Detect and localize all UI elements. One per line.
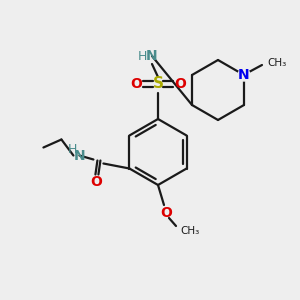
Text: H: H [68, 143, 77, 156]
Text: CH₃: CH₃ [267, 58, 286, 68]
Text: H: H [137, 50, 147, 62]
Text: O: O [91, 176, 102, 190]
Text: S: S [152, 76, 164, 92]
Circle shape [238, 69, 250, 81]
Text: N: N [238, 68, 250, 82]
Text: O: O [174, 77, 186, 91]
Text: CH₃: CH₃ [180, 226, 199, 236]
Text: N: N [146, 49, 158, 63]
Text: O: O [160, 206, 172, 220]
Text: O: O [130, 77, 142, 91]
Text: N: N [74, 148, 85, 163]
